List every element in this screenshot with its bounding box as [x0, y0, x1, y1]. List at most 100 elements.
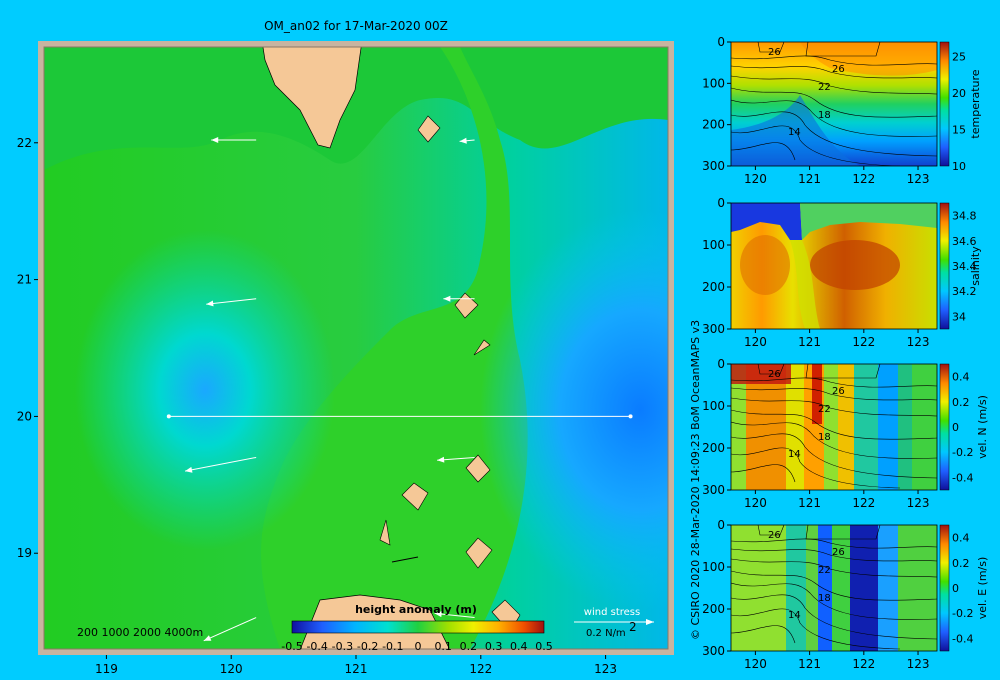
wind-vector-arrowhead	[437, 456, 445, 463]
panel-y-tick-label: 300	[702, 644, 725, 658]
vel-n-band-6	[824, 364, 838, 490]
panel-x-tick-label: 123	[907, 172, 930, 186]
vel-e-contour-26b: 26	[832, 547, 845, 558]
contour-label-26b: 26	[832, 64, 845, 75]
panel-x-tick-label: 121	[798, 335, 821, 349]
panel-x-tick-label: 120	[744, 172, 767, 186]
wind-stress-key: wind stress 0.2 N/m 2	[574, 607, 654, 639]
salinity-high-core	[810, 240, 900, 290]
island-c	[465, 454, 491, 483]
reef-line	[391, 556, 419, 563]
section-line	[166, 414, 633, 419]
temperature-colorbar	[939, 41, 950, 167]
section-end-marker	[628, 414, 633, 419]
colorbar-tick-label: 0.2	[460, 640, 478, 653]
vel-e-contour-14: 14	[788, 610, 801, 621]
wind-vector	[184, 456, 257, 472]
island-north	[417, 115, 441, 143]
map-y-tick-label: 22	[17, 136, 32, 150]
vel-n-contour-18: 18	[818, 432, 831, 443]
vel-n-frame	[730, 363, 938, 491]
colorbar-tick-label: 0	[415, 640, 422, 653]
taiwan-land	[262, 47, 362, 149]
panel-colorbar-tick-label: 0.2	[952, 557, 970, 570]
panel-y-tick-label: 0	[717, 35, 725, 49]
island-f	[465, 537, 493, 569]
panel-y-tick-label: 300	[702, 159, 725, 173]
panel-y-tick-label: 200	[702, 602, 725, 616]
map-y-tick-label: 21	[17, 273, 32, 287]
vel-n-band-5	[812, 364, 822, 424]
panel-y-tick-label: 300	[702, 322, 725, 336]
wind-stress-exponent: 2	[629, 620, 637, 634]
panel-colorbar-tick-label: 0.2	[952, 396, 970, 409]
colorbar-tick-label: 0.1	[434, 640, 452, 653]
island-b	[473, 339, 491, 356]
panel-y-tick-label: 100	[702, 76, 725, 90]
salinity-frame	[730, 202, 938, 330]
island-e	[379, 519, 391, 546]
vel-n-band-7	[838, 364, 854, 490]
panel-colorbar-tick-label: 15	[952, 124, 966, 137]
map-title: OM_an02 for 17-Mar-2020 00Z	[264, 19, 448, 33]
panel-colorbar-tick-label: 0	[952, 421, 959, 434]
panel-y-tick-label: 100	[702, 399, 725, 413]
vel-e-band-4	[818, 525, 832, 651]
wind-vector	[206, 298, 257, 305]
panel-colorbar-tick-label: 34.2	[952, 285, 977, 298]
vel-e-section: 26 26 22 18 14 vel. E (m/s)	[730, 524, 989, 652]
panel-y-tick-label: 100	[702, 238, 725, 252]
panel-colorbar-tick-label: 34	[952, 310, 966, 323]
vel-e-colorbar	[939, 524, 950, 652]
temperature-colorbar-label: temperature	[969, 69, 982, 138]
central-green-band	[261, 47, 528, 649]
credit-text: © CSIRO 2020 28-Mar-2020 14:09:23 BoM Oc…	[689, 320, 702, 640]
panel-x-tick-label: 121	[798, 496, 821, 510]
wind-vectors	[184, 137, 475, 642]
colorbar-tick-label: 0.5	[535, 640, 553, 653]
salinity-colorbar-label: salinity	[969, 246, 982, 286]
panel-colorbar-tick-label: 20	[952, 87, 966, 100]
colorbar-tick-label: -0.4	[306, 640, 327, 653]
panel-y-tick-label: 200	[702, 280, 725, 294]
vel-n-contour-26b: 26	[832, 386, 845, 397]
vel-n-section: 26 26 22 18 14 vel. N (m/s)	[730, 363, 989, 491]
wind-stress-scale: 0.2 N/m	[586, 628, 626, 639]
colorbar-tick-label: 0.3	[485, 640, 503, 653]
panel-x-tick-label: 120	[744, 335, 767, 349]
western-green-band	[44, 47, 668, 170]
map-x-tick-label: 122	[469, 662, 492, 676]
temperature-frame	[730, 41, 938, 167]
map-y-tick-label: 19	[17, 546, 32, 560]
contour-label-14: 14	[788, 127, 801, 138]
salinity-colorbar	[939, 202, 950, 330]
vel-e-band-6	[850, 525, 878, 651]
vel-e-band-8	[898, 525, 937, 651]
map-frame	[43, 46, 669, 650]
panel-colorbar-tick-label: -0.4	[952, 471, 973, 484]
island-d	[401, 482, 429, 511]
map-y-tick-label: 20	[17, 409, 32, 423]
west-low	[75, 230, 335, 550]
vel-e-colorbar-label: vel. E (m/s)	[976, 557, 989, 620]
panel-colorbar-tick-label: 0.4	[952, 371, 970, 384]
panel-x-tick-label: 122	[852, 335, 875, 349]
wind-vector-arrowhead	[443, 295, 451, 302]
panel-colorbar-tick-label: 34.6	[952, 235, 977, 248]
temperature-contours	[731, 42, 937, 166]
map-x-ticks: 119 120 121 122 123	[95, 655, 617, 676]
colorbar-tick-label: -0.3	[332, 640, 353, 653]
wind-vector-arrowhead	[203, 635, 212, 641]
contour-label-22: 22	[818, 82, 831, 93]
wind-vector-arrowhead	[211, 137, 219, 144]
panel-colorbar-tick-label: 0.4	[952, 532, 970, 545]
panel-y-tick-label: 200	[702, 118, 725, 132]
panel-x-tick-label: 123	[907, 657, 930, 671]
panel-colorbar-tick-label: -0.4	[952, 632, 973, 645]
map-y-ticks: 22 21 20 19	[17, 136, 38, 560]
panel-x-tick-label: 121	[798, 657, 821, 671]
colorbar-tick-label: -0.2	[357, 640, 378, 653]
vel-n-band-1	[731, 364, 746, 490]
vel-e-band-3	[806, 525, 818, 651]
